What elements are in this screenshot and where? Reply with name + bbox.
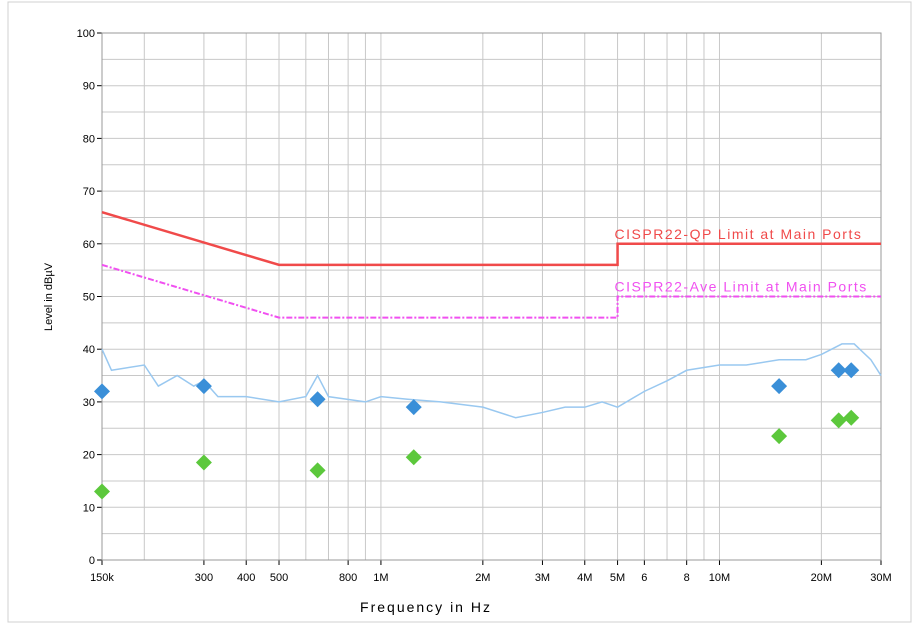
marker	[94, 483, 110, 500]
x-tick-label: 1M	[373, 572, 388, 584]
x-tick-label: 400	[237, 572, 255, 584]
marker	[843, 409, 860, 426]
x-tick-label: 500	[270, 572, 288, 584]
x-tick-label: 8	[684, 572, 690, 584]
x-tick-label: 300	[195, 572, 213, 584]
x-tick-label: 3M	[535, 572, 550, 584]
marker	[195, 454, 212, 471]
x-tick-label: 800	[339, 572, 357, 584]
marker	[94, 383, 110, 400]
x-tick-label: 6	[641, 572, 647, 584]
series-line	[101, 210, 881, 267]
x-tick-label: 5M	[610, 572, 625, 584]
x-tick-label: 10M	[709, 572, 730, 584]
limit-label: CISPR22-QP Limit at Main Ports	[615, 226, 863, 242]
y-tick-label: 90	[83, 81, 95, 93]
marker	[830, 362, 847, 379]
x-tick-label: 2M	[475, 572, 490, 584]
marker	[405, 399, 422, 416]
marker	[195, 378, 212, 395]
marker	[771, 378, 788, 395]
x-axis-label: Frequency in Hz	[360, 599, 492, 615]
y-tick-label: 100	[77, 28, 95, 40]
frame	[7, 1, 912, 623]
marker	[309, 391, 326, 408]
y-tick-label: 50	[83, 292, 95, 304]
y-axis-label: Level in dBµV	[43, 262, 55, 331]
plot-area: CISPR22-QP Limit at Main Ports CISPR22-Av…	[94, 210, 882, 500]
marker	[830, 412, 847, 429]
marker	[843, 362, 860, 379]
y-tick-label: 80	[83, 133, 95, 145]
marker	[405, 449, 422, 466]
y-tick-label: 10	[83, 502, 95, 514]
y-tick-label: 0	[89, 555, 95, 567]
y-tick-label: 20	[83, 450, 95, 462]
y-tick-label: 60	[83, 239, 95, 251]
x-tick-label: 30M	[870, 572, 891, 584]
marker	[771, 428, 788, 445]
series-line	[101, 263, 881, 319]
x-tick-label: 20M	[811, 572, 832, 584]
marker	[309, 462, 326, 479]
x-tick-label: 150k	[90, 572, 114, 584]
y-tick-label: 30	[83, 397, 95, 409]
x-tick-label: 4M	[577, 572, 592, 584]
y-tick-label: 70	[83, 186, 95, 198]
limit-label: CISPR22-Ave Limit at Main Ports	[615, 279, 868, 295]
y-tick-label: 40	[83, 344, 95, 356]
